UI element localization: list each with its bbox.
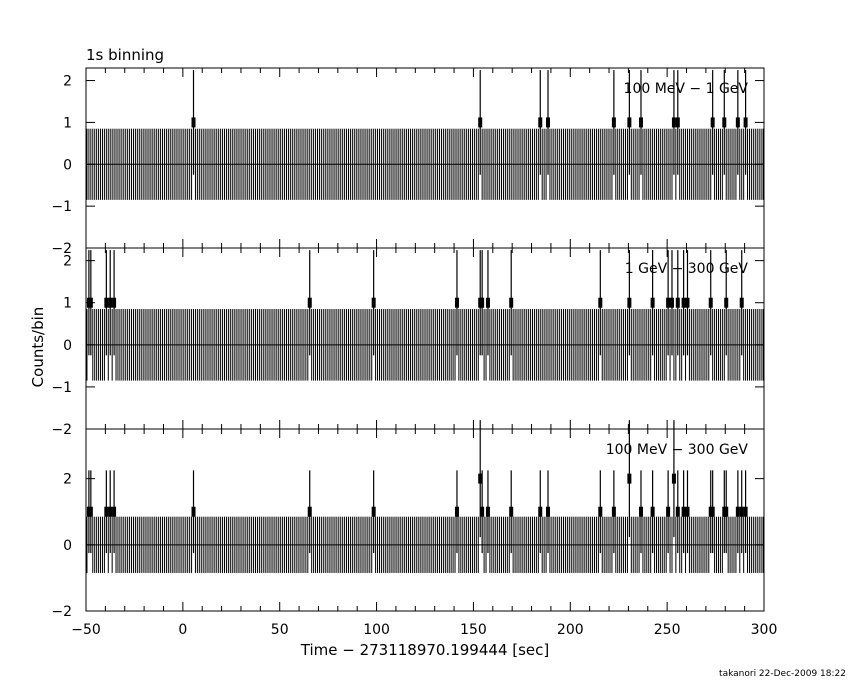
count-bin-marker xyxy=(666,297,671,308)
x-tick-label: 50 xyxy=(271,622,289,638)
y-tick-label: 2 xyxy=(63,74,72,90)
count-bin-marker xyxy=(675,506,680,517)
x-tick-label: 0 xyxy=(178,622,187,638)
count-bin-marker xyxy=(112,297,117,308)
y-tick-label: 0 xyxy=(63,538,72,554)
y-tick-label: −2 xyxy=(51,241,72,257)
count-bin-marker xyxy=(538,506,543,517)
count-bin-marker xyxy=(104,297,109,308)
zero-count-bins xyxy=(86,309,764,381)
y-tick-label: 1 xyxy=(63,296,72,312)
count-bin-marker xyxy=(710,506,715,517)
count-bin-marker xyxy=(675,297,680,308)
x-axis-label: Time − 273118970.199444 [sec] xyxy=(300,641,550,659)
count-bin-marker xyxy=(708,297,713,308)
count-bin-marker xyxy=(666,506,671,517)
y-tick-label: 2 xyxy=(63,254,72,270)
count-bin-marker xyxy=(671,473,676,484)
count-bin-marker xyxy=(739,506,744,517)
figure-title: 1s binning xyxy=(86,46,164,64)
y-tick-label: −1 xyxy=(51,380,72,396)
count-bin-marker xyxy=(509,297,514,308)
count-bin-marker xyxy=(598,297,603,308)
x-tick-label: −50 xyxy=(71,622,101,638)
footer-credit: takanori 22-Dec-2009 18:22 xyxy=(719,669,846,679)
x-tick-label: 300 xyxy=(751,622,778,638)
count-bin-marker xyxy=(669,297,674,308)
count-bin-marker xyxy=(112,506,117,517)
x-tick-label: 250 xyxy=(654,622,681,638)
count-bin-marker xyxy=(611,117,616,128)
count-bin-marker xyxy=(638,506,643,517)
x-tick-label: 150 xyxy=(460,622,487,638)
count-bin-marker xyxy=(724,297,729,308)
count-bin-marker xyxy=(743,117,748,128)
count-bin-marker xyxy=(538,117,543,128)
count-bin-marker xyxy=(650,297,655,308)
count-bin-marker xyxy=(675,117,680,128)
count-bin-marker xyxy=(546,506,551,517)
count-bin-marker xyxy=(735,506,740,517)
count-bin-marker xyxy=(681,297,686,308)
count-bin-marker xyxy=(485,297,490,308)
count-bin-marker xyxy=(191,506,196,517)
count-bin-marker xyxy=(371,297,376,308)
count-bin-marker xyxy=(480,297,485,308)
y-tick-label: −1 xyxy=(51,199,72,215)
count-bin-marker xyxy=(650,506,655,517)
count-bin-marker xyxy=(724,506,729,517)
count-bin-marker xyxy=(598,506,603,517)
count-bin-marker xyxy=(480,506,485,517)
count-bin-marker xyxy=(108,297,113,308)
panels-group: −2 −1 0 1 2 100 MeV − 1 GeV −2 −1 0 1 2 1 GeV − 300… xyxy=(51,67,778,638)
count-bin-marker xyxy=(681,506,686,517)
count-bin-marker xyxy=(611,506,616,517)
count-bin-marker xyxy=(722,117,727,128)
count-bin-marker xyxy=(685,297,690,308)
x-tick-label: 100 xyxy=(363,622,390,638)
y-tick-label: −2 xyxy=(51,604,72,620)
x-tick-label: 200 xyxy=(557,622,584,638)
count-bin-marker xyxy=(627,473,632,484)
y-tick-label: 1 xyxy=(63,115,72,131)
panel-1: −2 −1 0 1 2 100 MeV − 1 GeV xyxy=(51,67,765,257)
count-bin-marker xyxy=(108,506,113,517)
count-bin-marker xyxy=(627,297,632,308)
count-bin-marker xyxy=(454,506,459,517)
count-bin-marker xyxy=(671,117,676,128)
y-tick-label: 2 xyxy=(63,472,72,488)
count-bin-marker xyxy=(88,506,93,517)
panel-frame xyxy=(85,428,765,612)
y-axis-label: Counts/bin xyxy=(29,307,47,388)
energy-range-label: 1 GeV − 300 GeV xyxy=(625,261,749,277)
count-bin-marker xyxy=(739,297,744,308)
panel-2: −2 −1 0 1 2 1 GeV − 300 GeV xyxy=(51,247,765,438)
count-bin-marker xyxy=(478,117,483,128)
count-bin-marker xyxy=(638,117,643,128)
count-bin-marker xyxy=(191,117,196,128)
count-bin-marker xyxy=(485,506,490,517)
count-bin-marker xyxy=(710,117,715,128)
count-bin-marker xyxy=(735,117,740,128)
count-bin-marker xyxy=(627,117,632,128)
y-tick-label: 0 xyxy=(63,338,72,354)
y-tick-label: −2 xyxy=(51,422,72,438)
count-bin-marker xyxy=(454,297,459,308)
count-bin-marker xyxy=(685,506,690,517)
count-bin-marker xyxy=(509,506,514,517)
panel-3: −2 0 2 100 MeV − 300 GeV xyxy=(51,420,765,620)
count-bin-marker xyxy=(104,506,109,517)
count-bin-marker xyxy=(307,297,312,308)
energy-range-label: 100 MeV − 300 GeV xyxy=(606,442,749,458)
y-tick-label: 0 xyxy=(63,157,72,173)
count-bin-marker xyxy=(307,506,312,517)
count-bin-marker xyxy=(546,117,551,128)
count-bin-marker xyxy=(478,473,483,484)
count-bin-marker xyxy=(371,506,376,517)
energy-range-label: 100 MeV − 1 GeV xyxy=(624,81,749,97)
count-bin-marker xyxy=(743,506,748,517)
